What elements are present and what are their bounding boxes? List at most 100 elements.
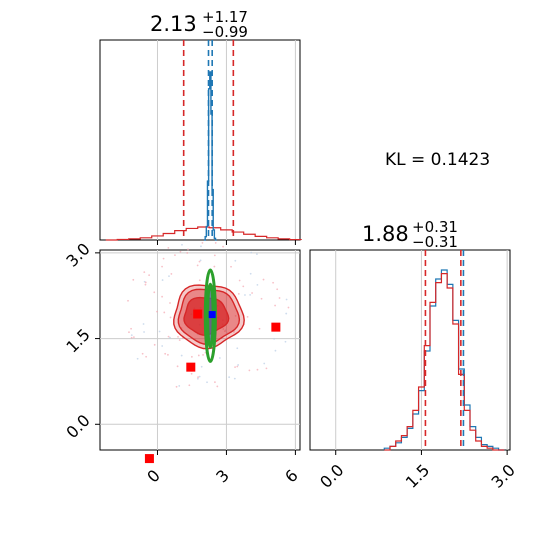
sample-point [136,357,139,360]
param1-hist-series-b [105,226,302,241]
right-xtick-label: 1.5 [402,460,433,491]
sample-point [177,335,179,338]
sample-point [276,288,279,291]
sample-point [161,295,164,298]
sample-point [230,265,232,268]
sample-point [242,285,245,288]
joint-ytick-label: 3.0 [62,239,93,270]
sample-point [168,275,170,277]
sample-point [190,372,193,375]
sample-point [143,331,145,333]
sample-point [256,253,258,255]
sample-point [132,336,135,339]
sample-point [222,245,224,248]
sample-point [130,327,132,330]
sample-point [178,385,181,387]
sample-point [197,376,199,379]
param2-title-value: 1.88 [362,222,409,246]
sample-point [236,365,239,368]
sample-point [265,367,268,370]
sample-point [256,368,259,371]
sample-point [260,297,263,300]
sample-point [237,364,240,366]
sample-point [174,254,176,257]
sample-point [153,291,156,294]
sample-point [158,330,161,333]
sample-point [200,365,203,368]
sample-point [246,315,249,318]
sample-point [164,352,167,355]
sample-point [258,327,261,330]
param2-hist-series-b [384,273,505,451]
sample-point [238,279,241,282]
sample-point [285,312,288,315]
sample-point [180,354,183,357]
sample-point [153,343,156,346]
sample-point [249,272,252,275]
right-xtick-label: 3.0 [488,460,519,491]
sample-point [169,302,171,304]
sample-point [284,340,287,343]
sample-point [224,330,226,333]
sample-point [285,298,288,301]
red-square-marker [271,322,281,332]
sample-point [130,334,133,337]
sample-point [234,314,237,317]
blue-square-marker [208,311,216,319]
sample-point [196,377,199,380]
sample-point [200,245,202,248]
sample-point [213,265,216,268]
kl-annotation: KL = 0.1423 [385,150,490,170]
sample-point [161,265,163,268]
joint-ytick-label: 0.0 [62,411,93,442]
sample-point [248,369,251,372]
sample-point [162,257,165,260]
sample-point [187,248,189,251]
sample-point [161,345,164,347]
sample-point [142,323,145,325]
joint-ytick-label: 1.5 [62,325,93,356]
sample-point [234,366,236,369]
sample-point [262,278,265,281]
sample-point [169,336,171,339]
sample-point [244,294,246,296]
sample-point [214,242,217,244]
sample-point [274,304,276,307]
sample-point [272,281,275,284]
red-square-marker [144,454,154,464]
joint-xtick-label: 6 [281,466,302,487]
joint-xtick-label: 0 [143,466,164,487]
param2-title-upper-err: +0.31 [412,218,458,236]
joint-panel: 0 3 6 0.0 1.5 3.0 [62,239,301,486]
sample-point [196,264,199,267]
sample-point [236,347,239,350]
sample-point [161,279,164,281]
sample-point [144,281,147,284]
sample-point [199,259,202,262]
sample-point [225,332,228,334]
sample-point [274,349,277,352]
param1-hist-series-a [204,71,217,241]
sample-point [273,337,276,340]
marginal-panel-param1: 2.13 +1.17 −0.99 [99,8,302,245]
sample-point [143,271,146,274]
sample-point [167,335,170,338]
sample-point [156,310,158,313]
sample-point [249,293,252,296]
param2-title-lower-err: −0.31 [412,233,458,251]
sample-point [141,352,144,355]
sample-point [251,292,253,294]
sample-point [234,259,237,262]
sample-point [186,252,189,254]
panel-frame [99,39,301,241]
red-square-marker [186,362,196,372]
sample-point [167,247,170,249]
sample-point [179,250,182,253]
sample-point [145,355,148,358]
sample-point [233,330,235,333]
sample-point [128,331,130,334]
sample-point [233,377,236,380]
sample-point [127,299,129,302]
sample-point [181,243,183,246]
